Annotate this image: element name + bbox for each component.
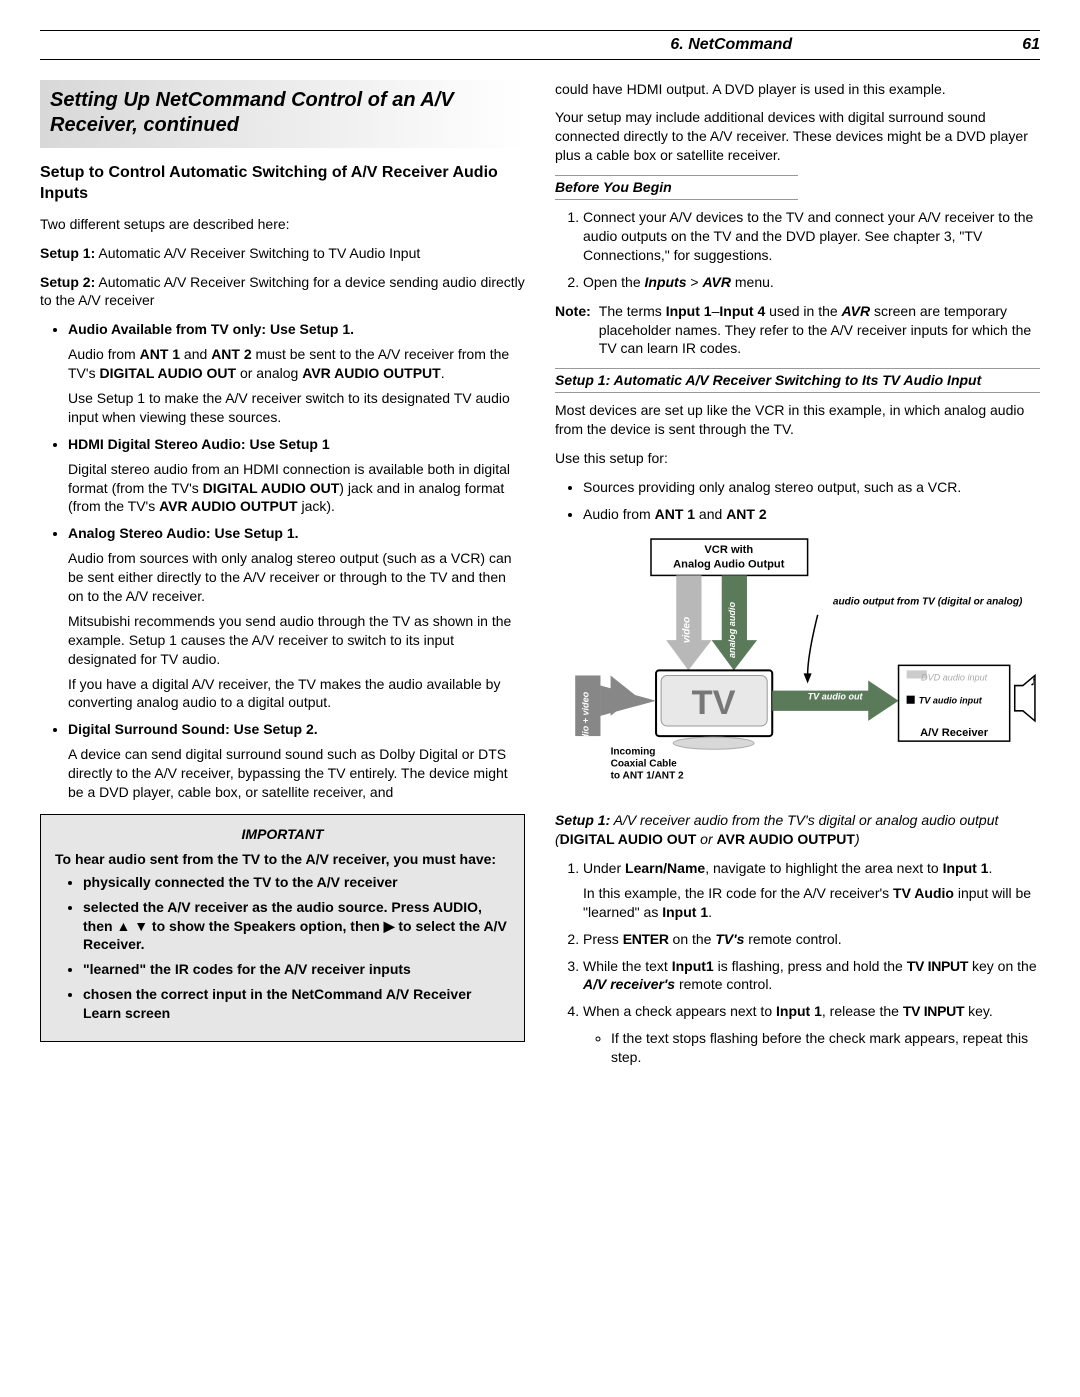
step1: Under Learn/Name, navigate to highlight … <box>583 859 1040 922</box>
svg-text:Analog Audio Output: Analog Audio Output <box>673 558 785 570</box>
setup1-li1: Sources providing only analog stereo out… <box>583 478 1040 497</box>
svg-text:video: video <box>681 616 692 642</box>
page-columns: Setting Up NetCommand Control of an A/V … <box>40 80 1040 1077</box>
bullet-audio-tv-only: Audio Available from TV only: Use Setup … <box>68 320 525 426</box>
setup1-heading: Setup 1: Automatic A/V Receiver Switchin… <box>555 368 1040 393</box>
bullet-body: Audio from sources with only analog ster… <box>68 549 525 606</box>
diagram-caption: Setup 1: A/V receiver audio from the TV'… <box>555 811 1040 849</box>
important-title: IMPORTANT <box>55 825 510 844</box>
svg-text:DVD audio input: DVD audio input <box>921 672 988 682</box>
step2: Press ENTER on the TV's remote control. <box>583 930 1040 949</box>
steps-list: Under Learn/Name, navigate to highlight … <box>555 859 1040 1067</box>
bullet-title: Analog Stereo Audio: Use Setup 1. <box>68 525 299 541</box>
important-lead: To hear audio sent from the TV to the A/… <box>55 850 510 869</box>
before-item1: Connect your A/V devices to the TV and c… <box>583 208 1040 265</box>
important-box: IMPORTANT To hear audio sent from the TV… <box>40 814 525 1042</box>
note-text: Note: The terms Input 1–Input 4 used in … <box>555 302 1040 359</box>
svg-text:analog audio: analog audio <box>727 601 737 657</box>
svg-text:TV audio out: TV audio out <box>808 691 864 701</box>
setup-bullets: Audio Available from TV only: Use Setup … <box>40 320 525 802</box>
chapter-title: 6. NetCommand <box>670 34 792 56</box>
step1-sub: In this example, the IR code for the A/V… <box>583 884 1040 922</box>
step3: While the text Input1 is flashing, press… <box>583 957 1040 995</box>
svg-text:VCR with: VCR with <box>704 544 753 556</box>
step4-subitem: If the text stops flashing before the ch… <box>611 1029 1040 1067</box>
before-item2: Open the Inputs > AVR menu. <box>583 273 1040 292</box>
intro-text: Two different setups are described here: <box>40 215 525 234</box>
bullet-title: HDMI Digital Stereo Audio: Use Setup 1 <box>68 436 330 452</box>
setup1-li2: Audio from ANT 1 and ANT 2 <box>583 505 1040 524</box>
setup1-p2: Use this setup for: <box>555 449 1040 468</box>
important-list: physically connected the TV to the A/V r… <box>55 873 510 1023</box>
left-column: Setting Up NetCommand Control of an A/V … <box>40 80 525 1077</box>
bullet-body: A device can send digital surround sound… <box>68 745 525 802</box>
page-header: 6. NetCommand 61 <box>40 30 1040 60</box>
svg-text:A/V Receiver: A/V Receiver <box>920 727 989 739</box>
diagram-svg: VCR with Analog Audio Output video analo… <box>555 534 1040 797</box>
svg-text:audio + video: audio + video <box>580 691 590 750</box>
setup1-diagram: VCR with Analog Audio Output video analo… <box>555 534 1040 802</box>
setup1-list: Sources providing only analog stereo out… <box>555 478 1040 524</box>
section-title: Setting Up NetCommand Control of an A/V … <box>40 80 525 148</box>
bullet-title: Digital Surround Sound: Use Setup 2. <box>68 721 318 737</box>
bullet-surround: Digital Surround Sound: Use Setup 2. A d… <box>68 720 525 802</box>
bullet-body: Audio from ANT 1 and ANT 2 must be sent … <box>68 345 525 383</box>
setup1-p1: Most devices are set up like the VCR in … <box>555 401 1040 439</box>
before-you-begin-head: Before You Begin <box>555 175 798 200</box>
svg-text:♪: ♪ <box>1030 672 1037 688</box>
continuation-text2: Your setup may include additional device… <box>555 108 1040 165</box>
bullet-hdmi: HDMI Digital Stereo Audio: Use Setup 1 D… <box>68 435 525 517</box>
bullet-body2: Mitsubishi recommends you send audio thr… <box>68 612 525 669</box>
svg-text:Incoming: Incoming <box>611 746 656 757</box>
svg-text:to ANT 1/ANT 2: to ANT 1/ANT 2 <box>611 770 684 781</box>
svg-text:audio output from TV (digital: audio output from TV (digital or analog) <box>833 596 1023 607</box>
important-item: "learned" the IR codes for the A/V recei… <box>83 960 510 979</box>
subheading: Setup to Control Automatic Switching of … <box>40 162 525 205</box>
bullet-body2: Use Setup 1 to make the A/V receiver swi… <box>68 389 525 427</box>
bullet-title: Audio Available from TV only: Use Setup … <box>68 321 354 337</box>
svg-text:♫: ♫ <box>1038 711 1040 727</box>
bullet-body3: If you have a digital A/V receiver, the … <box>68 675 525 713</box>
page-number: 61 <box>1022 34 1040 56</box>
before-list: Connect your A/V devices to the TV and c… <box>555 208 1040 292</box>
bullet-body: Digital stereo audio from an HDMI connec… <box>68 460 525 517</box>
svg-text:TV: TV <box>692 683 736 721</box>
bullet-analog: Analog Stereo Audio: Use Setup 1. Audio … <box>68 524 525 712</box>
step4-sublist: If the text stops flashing before the ch… <box>583 1029 1040 1067</box>
right-column: could have HDMI output. A DVD player is … <box>555 80 1040 1077</box>
important-item: selected the A/V receiver as the audio s… <box>83 898 510 955</box>
svg-text:Coaxial Cable: Coaxial Cable <box>611 758 678 769</box>
important-item: chosen the correct input in the NetComma… <box>83 985 510 1023</box>
important-item: physically connected the TV to the A/V r… <box>83 873 510 892</box>
step4: When a check appears next to Input 1, re… <box>583 1002 1040 1067</box>
continuation-text: could have HDMI output. A DVD player is … <box>555 80 1040 99</box>
svg-text:TV audio input: TV audio input <box>919 695 983 705</box>
